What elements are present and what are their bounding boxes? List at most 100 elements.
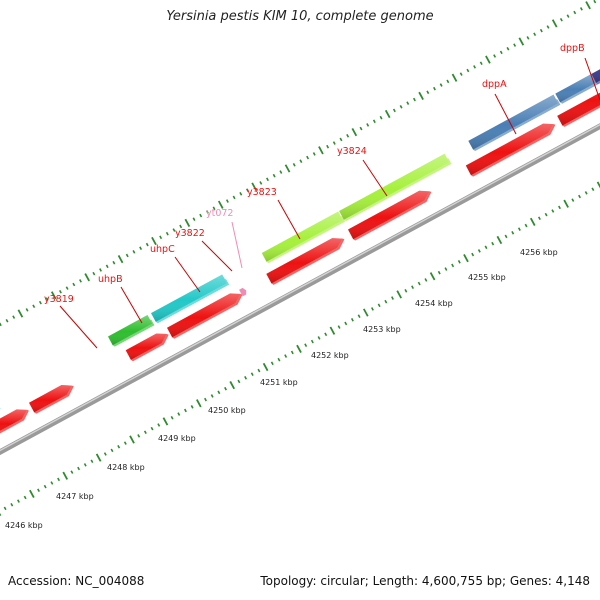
minor-tick [558,205,561,210]
minor-tick [284,354,288,358]
genome-backbone [0,123,600,456]
minor-tick [479,61,483,66]
minor-tick [337,325,341,329]
major-tick [563,199,569,208]
minor-tick [232,195,236,200]
gene-label-dppA[interactable]: dppA [482,79,507,90]
map-title: Yersinia pestis KIM 10, complete genome [166,9,434,24]
minor-tick [324,332,328,337]
leader-line [231,221,243,269]
minor-tick [137,434,141,438]
minor-tick [306,155,310,160]
minor-tick [439,83,443,87]
minor-tick [451,263,455,268]
gene-label-y3822[interactable]: y3822 [175,228,205,239]
major-tick [229,380,236,390]
minor-tick [484,245,488,250]
leader-line [174,256,201,293]
minor-tick [412,97,416,102]
minor-tick [45,297,49,301]
cds-arrow [29,385,74,414]
minor-tick [37,488,40,493]
kbp-label: 4255 kbp [468,273,506,282]
minor-tick [399,104,403,109]
kbp-label: 4246 kbp [5,521,43,530]
minor-tick [139,246,143,251]
minor-tick [544,212,548,217]
minor-tick [473,65,477,69]
leader-line [120,286,143,324]
minor-tick [533,32,537,37]
major-tick [463,254,469,263]
minor-tick [0,322,2,327]
minor-tick [391,296,394,300]
minor-tick [350,318,354,322]
minor-tick [292,163,296,167]
major-tick [217,200,224,209]
outer-tick-row [0,0,597,327]
cog-box [339,153,452,222]
minor-tick [112,260,116,265]
minor-tick [259,181,263,185]
minor-tick [539,28,543,33]
minor-tick [266,177,269,182]
major-tick [518,37,525,46]
cog-box [555,74,599,104]
cog-track [0,69,600,410]
minor-tick [72,282,76,287]
minor-tick [304,343,308,347]
leader-line [59,305,98,349]
major-tick [551,19,558,28]
cog-box [0,407,1,410]
minor-tick [499,50,503,55]
major-tick [296,344,302,353]
minor-tick [559,17,563,22]
minor-tick [477,249,481,253]
major-tick [95,453,102,462]
gene-label-y3819[interactable]: y3819 [44,294,74,305]
minor-tick [424,278,428,282]
major-tick [529,217,536,227]
minor-tick [339,137,343,142]
minor-tick [3,506,7,511]
minor-tick [392,108,396,113]
minor-tick [406,101,410,105]
minor-tick [192,217,196,221]
minor-tick [446,79,450,84]
minor-tick [50,481,54,485]
minor-tick [537,216,541,221]
gene-label-y3824[interactable]: y3824 [337,146,367,157]
cds-arrow [557,92,600,127]
minor-tick [513,43,517,47]
gene-label-dppB[interactable]: dppB [560,43,585,54]
minor-tick [70,470,74,474]
gene-label-y3823[interactable]: y3823 [247,187,277,198]
gene-label-yt072[interactable]: yt072 [206,208,233,219]
genome-summary-text: Topology: circular; Length: 4,600,755 bp… [260,574,590,588]
minor-tick [578,194,581,199]
minor-tick [205,210,209,214]
minor-tick [99,268,102,272]
major-tick [84,273,90,282]
minor-tick [290,350,294,355]
minor-tick [332,141,336,145]
minor-tick [459,72,463,76]
major-tick [117,254,124,264]
leader-line [277,199,301,240]
major-tick [585,1,591,10]
gene-label-uhpC[interactable]: uhpC [150,244,175,255]
cog-box [591,69,600,85]
minor-tick [312,152,316,156]
major-tick [351,128,358,137]
minor-tick [417,281,421,286]
gene-label-uhpB[interactable]: uhpB [98,274,123,285]
minor-tick [245,188,249,192]
minor-tick [357,314,361,318]
minor-tick [145,242,149,247]
minor-tick [526,36,530,40]
minor-tick [250,372,254,376]
minor-tick [17,499,20,503]
minor-tick [433,86,436,91]
major-tick [329,326,336,335]
